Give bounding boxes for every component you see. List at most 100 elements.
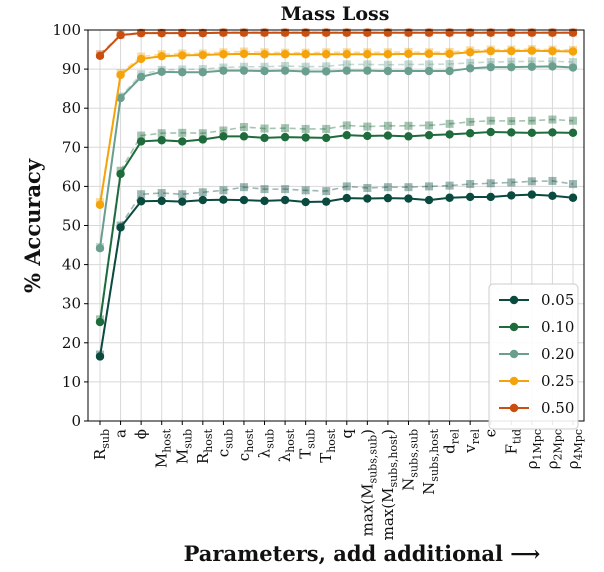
x-tick-label-subscript: tid [510, 429, 523, 444]
comparison-line [99, 118, 574, 320]
comparison-marker [260, 124, 269, 133]
series-point [342, 130, 351, 140]
series-point [445, 49, 454, 59]
series-point [548, 128, 557, 137]
series-point [465, 64, 475, 73]
series-point [445, 66, 454, 76]
series-point [445, 193, 454, 202]
series-point [280, 132, 290, 142]
x-tick-label-subscript: sub [181, 429, 194, 449]
x-tick-label: Ftid [502, 429, 523, 454]
series-point [363, 28, 372, 37]
series-point [322, 28, 331, 37]
series-point [198, 68, 208, 77]
series-point [568, 28, 578, 37]
comparison-marker [322, 187, 331, 196]
series-point [301, 50, 310, 59]
series-point [322, 197, 331, 206]
series-point [239, 28, 249, 37]
x-tick-label: drel [441, 429, 462, 454]
series-point [548, 191, 557, 200]
comparison-marker [137, 190, 146, 199]
x-tick-label: vrel [461, 429, 482, 454]
comparison-marker [363, 183, 372, 192]
series-point [342, 66, 351, 75]
series-point [116, 223, 125, 232]
series-point [280, 50, 290, 59]
comparison-marker [445, 60, 454, 69]
series-point [383, 131, 393, 140]
x-tick-label-subscript: sub [305, 429, 318, 449]
x-tick-label-base: T [297, 449, 315, 459]
comparison-marker [425, 121, 434, 130]
comparison-marker [404, 183, 413, 192]
comparison-marker [363, 122, 372, 131]
series-point [342, 50, 351, 59]
series-point [527, 28, 537, 37]
series-point [445, 130, 454, 139]
series-point [424, 28, 434, 37]
series-point [342, 193, 351, 203]
comparison-marker [404, 121, 413, 130]
x-tick-label: chost [235, 428, 256, 461]
x-tick-label: ρ4Mpc [564, 429, 585, 469]
series-point [507, 191, 516, 200]
series-point [136, 197, 146, 206]
series-point [136, 54, 146, 64]
comparison-marker [445, 119, 454, 128]
comparison-marker [507, 117, 516, 126]
x-tick-label-base: ρ [564, 460, 582, 469]
series-point [363, 194, 372, 203]
x-tick-label-base: q [338, 429, 356, 439]
series-point [568, 47, 578, 56]
legend-marker [509, 322, 519, 332]
comparison-marker [363, 60, 372, 69]
legend-label: 0.05 [541, 291, 574, 309]
x-tick-label-base: R [194, 452, 212, 464]
comparison-marker [569, 180, 577, 189]
x-tick-label-subscript: host [284, 428, 297, 452]
x-tick-label-base: max(M [379, 488, 397, 541]
comparison-marker [548, 176, 557, 185]
series-point [507, 128, 516, 137]
series-point [280, 195, 290, 205]
legend-marker [509, 403, 519, 413]
x-tick-label: Msub [173, 429, 194, 464]
x-tick-label-subscript: subs,sub [366, 435, 379, 484]
y-tick-label: 90 [62, 60, 81, 78]
x-tick-label-subscript: host [161, 428, 174, 452]
series-point [157, 28, 166, 38]
x-tick-label-subscript: sub [222, 429, 235, 449]
x-tick-label-subscript: sub [99, 429, 112, 449]
comparison-marker [383, 183, 392, 192]
series-point [116, 30, 125, 40]
comparison-marker [548, 57, 557, 66]
y-tick-label: 80 [62, 99, 81, 117]
series-point [219, 66, 228, 75]
series-point [260, 66, 269, 76]
series-point [404, 28, 413, 37]
comparison-marker [569, 116, 577, 125]
x-tick-label: max(Msubs,sub) [358, 429, 379, 536]
comparison-marker [569, 58, 577, 67]
series-point [363, 50, 372, 59]
comparison-marker [219, 186, 228, 195]
x-tick-label-subscript: 4Mpc [572, 429, 585, 460]
comparison-marker [404, 60, 413, 69]
x-tick-label-base: T [317, 453, 335, 463]
x-tick-label-base: ρ [543, 460, 561, 469]
series-point [322, 50, 331, 59]
comparison-marker [260, 62, 269, 71]
series-point [198, 28, 208, 38]
series-point [280, 66, 290, 75]
legend-marker [509, 376, 519, 386]
series-point [136, 28, 146, 38]
y-tick-label: 60 [62, 177, 81, 195]
x-tick-label: Mhost [153, 428, 174, 468]
series-point [465, 192, 475, 202]
series-point [568, 63, 578, 72]
x-axis-label: Parameters, add additional ⟶ [184, 541, 541, 566]
series-point [157, 67, 166, 77]
series-point [260, 133, 269, 143]
comparison-marker [301, 186, 310, 195]
